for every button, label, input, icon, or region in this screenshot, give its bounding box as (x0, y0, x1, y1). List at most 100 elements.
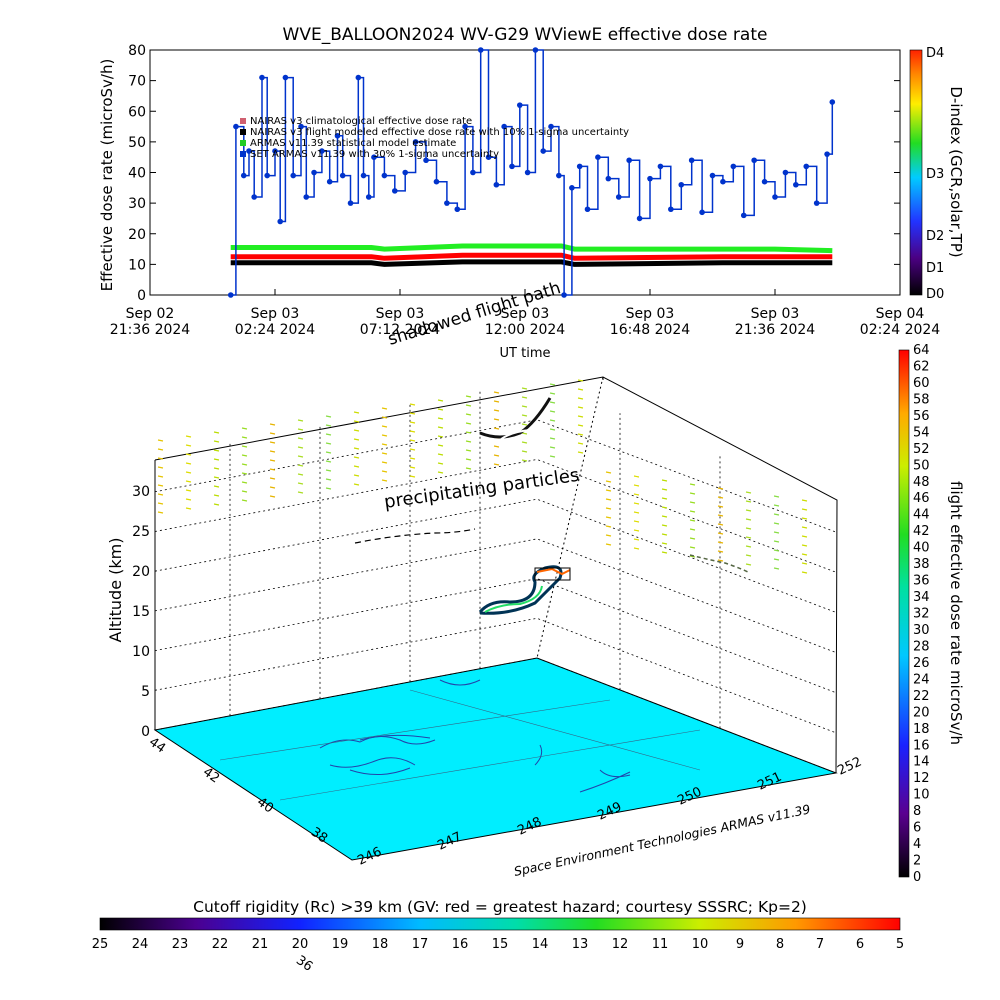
legend-swatch (240, 151, 246, 157)
dose-tick-label: 10 (913, 788, 930, 803)
rc-tick-label: 10 (692, 937, 709, 952)
top-x-tick-time: 16:48 2024 (610, 322, 691, 338)
dose-colorbar (898, 349, 910, 878)
data-point (462, 123, 468, 130)
data-point (829, 99, 836, 105)
top-y-axis-label: Effective dose rate (microSv/h) (98, 59, 116, 292)
data-point (319, 148, 325, 154)
data-point (264, 172, 270, 179)
altitude-gridline (154, 459, 837, 573)
altitude-tick-label: 20 (132, 564, 150, 580)
top-x-tick-time: 07:12 2024 (360, 322, 441, 338)
dose-tick-label: 48 (913, 475, 930, 490)
dose-tick-label: 22 (913, 689, 930, 704)
top-y-tick-label: 30 (128, 196, 146, 212)
dose-tick-label: 0 (913, 870, 921, 885)
series-line-3 (230, 49, 834, 296)
data-point (548, 123, 554, 130)
data-point (355, 74, 362, 81)
data-point (423, 157, 429, 164)
top-x-tick-date: Sep 03 (501, 306, 550, 322)
altitude-tick-label: 5 (141, 684, 150, 700)
legend-entry: NAIRAS v3 flight modeled effective dose … (250, 127, 629, 138)
top-x-tick-time: 21:36 2024 (110, 322, 191, 338)
dose-tick-label: 2 (913, 854, 921, 869)
data-point (699, 209, 705, 216)
data-point (347, 200, 354, 206)
dose-tick-label: 18 (913, 722, 930, 737)
data-point (751, 157, 757, 164)
rc-tick-label: 21 (252, 937, 269, 952)
data-point (584, 206, 591, 213)
dose-tick-label: 40 (913, 541, 930, 556)
data-point (782, 169, 789, 176)
top-x-tick-date: Sep 03 (626, 306, 675, 322)
longitude-tick-label: 252 (835, 755, 864, 779)
data-point (433, 178, 440, 185)
rc-tick-label: 11 (652, 937, 669, 952)
data-point (540, 148, 547, 154)
top-y-tick-label: 60 (128, 104, 146, 120)
data-point (647, 175, 653, 182)
data-point (227, 292, 234, 298)
data-point (251, 194, 257, 200)
latitude-tick-label: 36 (293, 953, 315, 975)
data-point (709, 172, 716, 179)
data-point (233, 123, 239, 130)
legend-entry: SET ARMAS v11.39 with 30% 1-sigma uncert… (250, 149, 499, 160)
data-point (493, 181, 500, 188)
rc-tick-label: 25 (92, 937, 109, 952)
top-x-tick-time: 12:00 2024 (485, 322, 566, 338)
altitude-tick-label: 25 (132, 524, 150, 540)
data-point (636, 215, 643, 222)
top-series-layer (227, 47, 836, 298)
top-x-tick-time: 02:24 2024 (235, 322, 316, 338)
data-point (720, 178, 726, 185)
data-point (688, 157, 695, 164)
rc-tick-label: 22 (212, 937, 229, 952)
rc-tick-label: 18 (372, 937, 389, 952)
altitude-ticks: 0 5 10 15 20 25 30 (132, 484, 150, 740)
data-point (290, 172, 297, 179)
data-point (561, 292, 567, 298)
top-x-axis-label: UT time (500, 346, 551, 361)
altitude-tick-label: 10 (132, 644, 150, 660)
data-point (657, 163, 664, 170)
data-point (282, 74, 289, 81)
top-x-tick-date: Sep 03 (751, 306, 800, 322)
top-x-tick-date: Sep 02 (126, 306, 175, 322)
scene-grid (154, 376, 838, 774)
data-point (391, 188, 398, 194)
series-line-2 (230, 259, 833, 267)
rc-colorbar (99, 917, 901, 931)
dose-tick-label: 16 (913, 738, 930, 753)
legend-entry: NAIRAS v3 climatological effective dose … (250, 116, 472, 127)
data-point (485, 154, 492, 160)
data-point (272, 148, 278, 154)
track-box (534, 567, 571, 581)
altitude-tick-label: 30 (132, 484, 150, 500)
data-point (326, 178, 333, 185)
data-point (516, 102, 523, 108)
data-point (615, 194, 622, 200)
dindex-tick-label: D4 (926, 46, 944, 61)
rc-tick-label: 6 (856, 937, 864, 952)
data-point (569, 185, 575, 191)
legend-entry: ARMAS v11.39 statistical model estimate (250, 138, 456, 149)
rc-tick-label: 9 (736, 937, 744, 952)
dose-tick-label: 8 (913, 804, 921, 819)
data-point (793, 181, 799, 188)
data-point (772, 194, 778, 200)
top-y-tick-label: 0 (137, 288, 146, 304)
altitude-gridline (154, 498, 837, 613)
data-point (470, 169, 476, 176)
series-line-1 (230, 252, 833, 261)
rc-tick-label: 19 (332, 937, 349, 952)
data-point (803, 163, 810, 170)
dose-tick-label: 32 (913, 607, 930, 622)
data-point (246, 148, 252, 154)
top-y-tick-label: 40 (128, 166, 146, 182)
dose-tick-label: 54 (913, 425, 930, 440)
top-x-tick-date: Sep 03 (251, 306, 300, 322)
